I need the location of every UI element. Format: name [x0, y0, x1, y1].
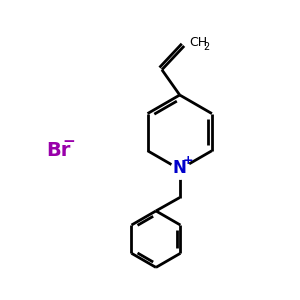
Text: N: N: [173, 159, 187, 177]
Text: −: −: [63, 134, 76, 149]
Text: +: +: [182, 154, 193, 167]
Text: CH: CH: [190, 36, 208, 49]
Text: Br: Br: [46, 140, 70, 160]
Text: 2: 2: [203, 42, 210, 52]
